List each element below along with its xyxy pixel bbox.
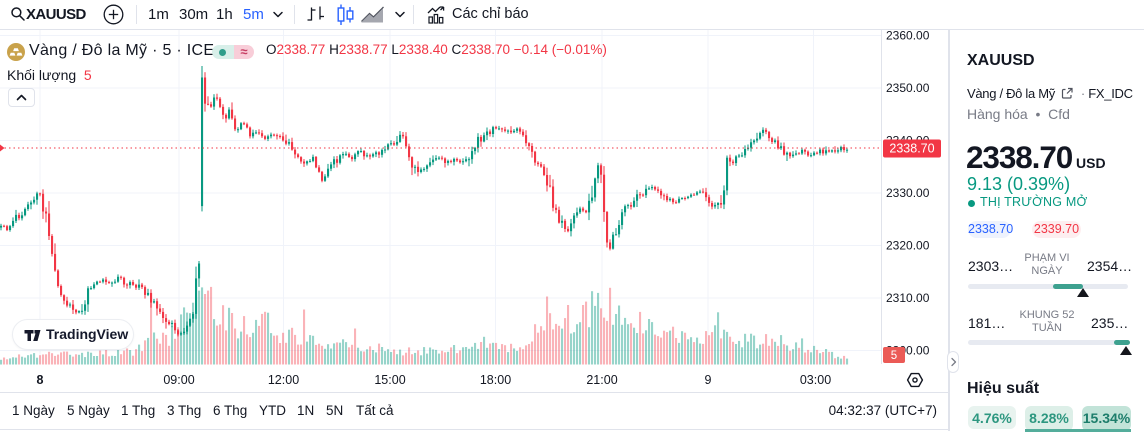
svg-text:18:00: 18:00 xyxy=(480,373,511,387)
svg-text:2360.00: 2360.00 xyxy=(886,30,930,43)
svg-text:8: 8 xyxy=(37,373,44,387)
svg-text:09:00: 09:00 xyxy=(163,373,194,387)
svg-text:9: 9 xyxy=(705,373,712,387)
svg-text:2310.00: 2310.00 xyxy=(886,291,930,305)
svg-text:2338.70: 2338.70 xyxy=(889,142,934,156)
svg-text:2350.00: 2350.00 xyxy=(886,81,930,95)
svg-text:12:00: 12:00 xyxy=(268,373,299,387)
svg-text:21:00: 21:00 xyxy=(586,373,617,387)
svg-text:2320.00: 2320.00 xyxy=(886,239,930,253)
svg-text:03:00: 03:00 xyxy=(800,373,831,387)
svg-text:5: 5 xyxy=(891,350,897,362)
svg-text:2330.00: 2330.00 xyxy=(886,186,930,200)
svg-text:15:00: 15:00 xyxy=(374,373,405,387)
